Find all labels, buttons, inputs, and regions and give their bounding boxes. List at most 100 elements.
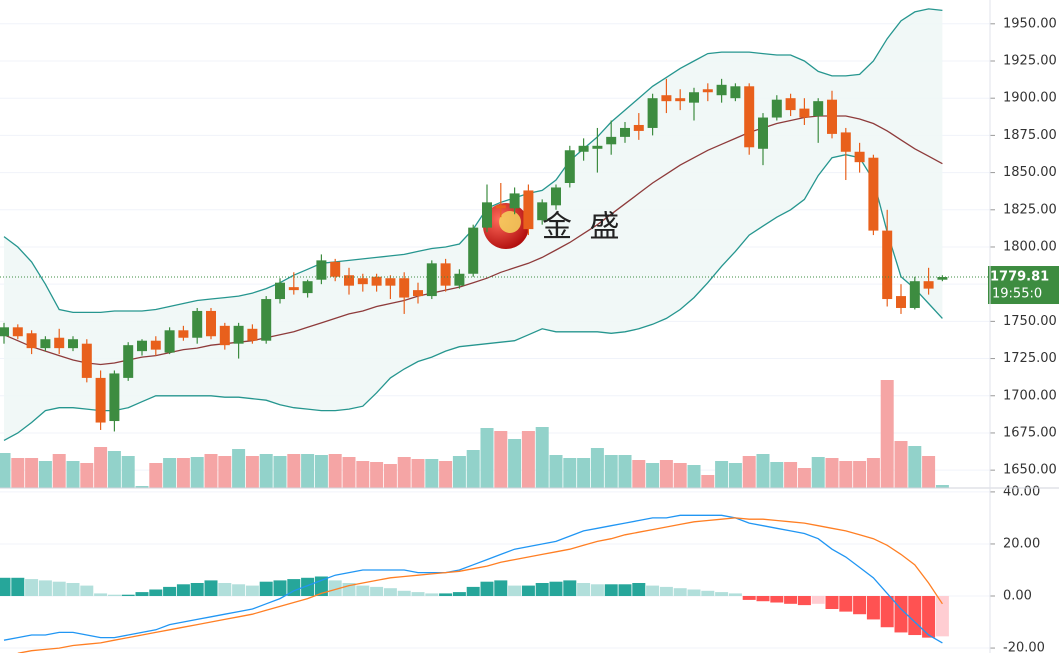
volume-bar bbox=[577, 458, 591, 488]
candle-body bbox=[54, 337, 65, 349]
histogram-bar bbox=[204, 580, 218, 597]
candle-body bbox=[247, 328, 258, 341]
y-tick-label: 1875.00 bbox=[1003, 128, 1057, 143]
candle-body bbox=[730, 86, 741, 99]
histogram-bar bbox=[577, 582, 591, 597]
volume-bar bbox=[301, 454, 315, 488]
candle-body bbox=[468, 227, 479, 274]
candle-body bbox=[26, 333, 37, 349]
volume-bar bbox=[866, 458, 880, 488]
countdown-label: 19:55:0 bbox=[992, 287, 1042, 302]
histogram-bar bbox=[149, 589, 163, 597]
histogram-bar bbox=[0, 577, 11, 597]
histogram-bar bbox=[135, 592, 149, 597]
volume-bar bbox=[411, 459, 425, 488]
logo-inner bbox=[499, 211, 521, 233]
candle-body bbox=[150, 340, 161, 350]
histogram-bar bbox=[715, 592, 729, 597]
y-tick-label: -20.00 bbox=[1003, 641, 1045, 653]
histogram-bar bbox=[701, 590, 715, 597]
histogram-bar bbox=[535, 582, 549, 597]
candle-body bbox=[192, 310, 203, 338]
candle-body bbox=[40, 339, 51, 349]
volume-bar bbox=[328, 454, 342, 488]
volume-bar bbox=[659, 460, 673, 488]
candle-body bbox=[868, 157, 879, 231]
candle-body bbox=[716, 84, 727, 96]
candle-body bbox=[399, 278, 410, 298]
candle-body bbox=[12, 327, 23, 337]
y-tick-label: 1800.00 bbox=[1003, 239, 1057, 254]
y-tick-label: 40.00 bbox=[1003, 484, 1040, 499]
histogram-bar bbox=[52, 581, 66, 597]
volume-bar bbox=[770, 462, 784, 488]
volume-bar bbox=[0, 453, 11, 488]
volume-bar bbox=[259, 454, 273, 488]
y-tick-label: 1750.00 bbox=[1003, 314, 1057, 329]
histogram-bar bbox=[853, 596, 867, 615]
bollinger-lower-line bbox=[3, 154, 943, 441]
histogram-bar bbox=[508, 585, 522, 597]
volume-bar bbox=[163, 458, 177, 488]
histogram-bar bbox=[301, 577, 315, 597]
histogram-bar bbox=[770, 596, 784, 603]
y-tick-label: 1825.00 bbox=[1003, 202, 1057, 217]
volume-bar bbox=[176, 458, 190, 488]
last-price-box bbox=[988, 266, 1059, 305]
candle-body bbox=[233, 325, 244, 344]
histogram-bar bbox=[38, 580, 52, 597]
histogram-bar bbox=[11, 577, 25, 597]
volume-bar bbox=[701, 475, 715, 488]
histogram-bar bbox=[397, 590, 411, 597]
volume-bar bbox=[880, 380, 894, 488]
y-tick-label: 1950.00 bbox=[1003, 16, 1057, 31]
volume-bar bbox=[728, 463, 742, 488]
volume-bar bbox=[218, 456, 232, 488]
histogram-bar bbox=[894, 596, 908, 633]
volume-bar bbox=[894, 441, 908, 488]
histogram-bar bbox=[411, 592, 425, 597]
volume-bar bbox=[121, 456, 135, 488]
volume-bar bbox=[811, 457, 825, 488]
volume-bar bbox=[687, 465, 701, 488]
volume-bar bbox=[273, 456, 287, 488]
candle-body bbox=[923, 281, 934, 289]
candle-body bbox=[647, 98, 658, 128]
histogram-bar bbox=[521, 585, 535, 597]
histogram-bar bbox=[922, 596, 936, 638]
candle-body bbox=[275, 282, 285, 300]
volume-bar bbox=[370, 462, 384, 488]
volume-bar bbox=[80, 463, 94, 488]
volume-bar bbox=[494, 431, 508, 488]
volume-bar bbox=[397, 457, 411, 488]
volume-bar bbox=[521, 431, 535, 488]
volume-bar bbox=[935, 485, 949, 488]
candle-body bbox=[109, 373, 120, 422]
histogram-bar bbox=[163, 586, 177, 597]
volume-bar bbox=[452, 456, 466, 488]
volume-bar bbox=[797, 468, 811, 488]
candle-body bbox=[592, 145, 603, 149]
candle-body bbox=[0, 327, 9, 337]
volume-bar bbox=[825, 458, 839, 488]
histogram-bar bbox=[370, 586, 384, 597]
histogram-bar bbox=[825, 596, 839, 610]
histogram-bar bbox=[80, 585, 94, 597]
volume-bar bbox=[604, 455, 618, 488]
candle-body bbox=[896, 296, 906, 308]
candle-body bbox=[827, 99, 837, 134]
volume-bar bbox=[853, 461, 867, 488]
volume-bar bbox=[204, 454, 218, 488]
histogram-bar bbox=[908, 596, 922, 636]
volume-bar bbox=[618, 455, 632, 488]
candle-body bbox=[551, 187, 561, 206]
candle-body bbox=[123, 345, 134, 378]
histogram-bar bbox=[756, 596, 770, 602]
candle-body bbox=[261, 299, 272, 341]
candle-body bbox=[81, 343, 92, 378]
candle-body bbox=[371, 276, 382, 286]
histogram-bar bbox=[563, 580, 577, 597]
volume-bar bbox=[232, 449, 246, 488]
volume-bar bbox=[25, 458, 39, 488]
histogram-bar bbox=[452, 592, 466, 597]
